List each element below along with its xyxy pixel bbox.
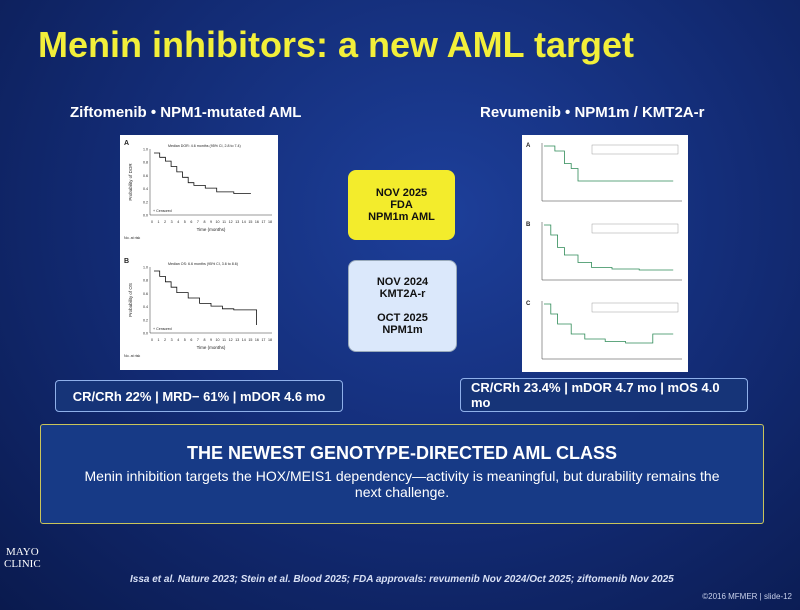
x-tick-label: 17 bbox=[261, 338, 265, 342]
box-line: OCT 2025 bbox=[377, 312, 428, 324]
x-tick-label: 15 bbox=[248, 338, 252, 342]
x-tick-label: 9 bbox=[210, 220, 212, 224]
box-line: NPM1m AML bbox=[368, 211, 435, 223]
logo-line: MAYO bbox=[6, 546, 39, 558]
x-tick-label: 9 bbox=[210, 338, 212, 342]
x-tick-label: 3 bbox=[171, 220, 173, 224]
km-curve bbox=[154, 152, 251, 194]
logo: MAYO CLINIC bbox=[4, 546, 41, 570]
x-tick-label: 14 bbox=[242, 220, 246, 224]
x-tick-label: 6 bbox=[190, 338, 192, 342]
x-tick-label: 6 bbox=[190, 220, 192, 224]
y-axis-label: Probability of OS bbox=[128, 283, 133, 317]
y-tick-label: 0.4 bbox=[143, 187, 148, 191]
y-tick-label: 0.6 bbox=[143, 292, 148, 296]
x-tick-label: 5 bbox=[184, 220, 186, 224]
km-curve bbox=[544, 224, 674, 271]
y-tick-label: 0.8 bbox=[143, 161, 148, 165]
x-tick-label: 16 bbox=[255, 220, 259, 224]
x-tick-label: 7 bbox=[197, 220, 199, 224]
x-tick-label: 12 bbox=[229, 338, 233, 342]
x-tick-label: 8 bbox=[203, 338, 205, 342]
y-tick-label: 0.2 bbox=[143, 318, 148, 322]
banner-title: THE NEWEST GENOTYPE-DIRECTED AML CLASS bbox=[186, 443, 618, 463]
y-tick-label: 1.0 bbox=[143, 148, 148, 152]
censor-legend: + Censored bbox=[153, 327, 172, 331]
x-tick-label: 7 bbox=[197, 338, 199, 342]
y-tick-label: 0.8 bbox=[143, 279, 148, 283]
legend-box bbox=[591, 223, 679, 234]
censor-legend: + Censored bbox=[153, 209, 172, 213]
y-tick-label: 1.0 bbox=[143, 266, 148, 270]
panel-label: B bbox=[526, 222, 531, 228]
x-tick-label: 17 bbox=[261, 220, 265, 224]
footnote: Issa et al. Nature 2023; Stein et al. Bl… bbox=[130, 574, 674, 585]
x-tick-label: 14 bbox=[242, 338, 246, 342]
panel-label: A bbox=[526, 143, 531, 149]
y-axis-label: Probability of DOR bbox=[128, 163, 133, 201]
x-tick-label: 1 bbox=[158, 220, 160, 224]
x-tick-label: 10 bbox=[216, 220, 220, 224]
km-figure-left: A Median DOR: 4.6 months (95% CI, 2.8 to … bbox=[120, 135, 278, 370]
risk-label: No. at risk bbox=[124, 236, 140, 240]
box-line: KMT2A-r bbox=[379, 288, 426, 300]
kmt2a-approval-box: NOV 2024 KMT2A-r OCT 2025 NPM1m bbox=[348, 260, 457, 352]
x-tick-label: 11 bbox=[222, 220, 226, 224]
legend-box bbox=[591, 144, 679, 155]
left-stat: CR/CRh 22% | MRD− 61% | mDOR 4.6 mo bbox=[55, 380, 343, 412]
y-tick-label: 0.0 bbox=[143, 332, 148, 336]
x-tick-label: 2 bbox=[164, 220, 166, 224]
x-tick-label: 4 bbox=[177, 220, 179, 224]
panel-label: C bbox=[526, 301, 531, 307]
right-stat: CR/CRh 23.4% | mDOR 4.7 mo | mOS 4.0 mo bbox=[460, 378, 748, 412]
x-tick-label: 11 bbox=[222, 338, 226, 342]
box-line: NOV 2025 bbox=[375, 187, 428, 199]
x-tick-label: 2 bbox=[164, 338, 166, 342]
y-tick-label: 0.4 bbox=[143, 305, 148, 309]
x-tick-label: 18 bbox=[268, 338, 272, 342]
legend-box bbox=[591, 302, 679, 313]
x-tick-label: 13 bbox=[235, 338, 239, 342]
x-tick-label: 13 bbox=[235, 220, 239, 224]
x-tick-label: 3 bbox=[171, 338, 173, 342]
risk-label: No. at risk bbox=[124, 354, 140, 358]
left-heading: Ziftomenib • NPM1-mutated AML bbox=[70, 104, 302, 121]
x-tick-label: 16 bbox=[255, 338, 259, 342]
x-tick-label: 5 bbox=[184, 338, 186, 342]
x-tick-label: 18 bbox=[268, 220, 272, 224]
box-line: FDA bbox=[390, 199, 413, 211]
x-axis-label: Time (months) bbox=[197, 227, 226, 232]
right-heading: Revumenib • NPM1m / KMT2A-r bbox=[480, 104, 705, 121]
x-tick-label: 8 bbox=[203, 220, 205, 224]
x-tick-label: 0 bbox=[151, 220, 153, 224]
fda-approval-box: NOV 2025 FDA NPM1m AML bbox=[348, 170, 455, 240]
copyright: ©2016 MFMER | slide-12 bbox=[702, 592, 792, 601]
panel-label: A bbox=[124, 140, 129, 147]
y-tick-label: 0.2 bbox=[143, 200, 148, 204]
panel-note: Median OS: 6.6 months (95% CI, 3.6 to 8.… bbox=[168, 262, 238, 266]
banner-body: Menin inhibition targets the HOX/MEIS1 d… bbox=[84, 468, 720, 500]
y-tick-label: 0.6 bbox=[143, 174, 148, 178]
panel-note: Median DOR: 4.6 months (95% CI, 2.8 to 7… bbox=[168, 144, 241, 148]
logo-line: CLINIC bbox=[4, 558, 41, 570]
km-figure-right: A B C bbox=[522, 135, 688, 372]
x-axis-label: Time (months) bbox=[197, 345, 226, 350]
banner: THE NEWEST GENOTYPE-DIRECTED AML CLASS M… bbox=[40, 424, 764, 524]
x-tick-label: 10 bbox=[216, 338, 220, 342]
box-line: NPM1m bbox=[382, 324, 423, 336]
km-curve bbox=[154, 270, 257, 325]
km-curve bbox=[544, 303, 674, 344]
x-tick-label: 1 bbox=[158, 338, 160, 342]
x-tick-label: 0 bbox=[151, 338, 153, 342]
panel-label: B bbox=[124, 258, 129, 265]
x-tick-label: 12 bbox=[229, 220, 233, 224]
slide-title: Menin inhibitors: a new AML target bbox=[38, 24, 635, 65]
x-tick-label: 4 bbox=[177, 338, 179, 342]
box-line: NOV 2024 bbox=[376, 276, 429, 288]
y-tick-label: 0.0 bbox=[143, 214, 148, 218]
km-curve bbox=[544, 145, 674, 182]
x-tick-label: 15 bbox=[248, 220, 252, 224]
